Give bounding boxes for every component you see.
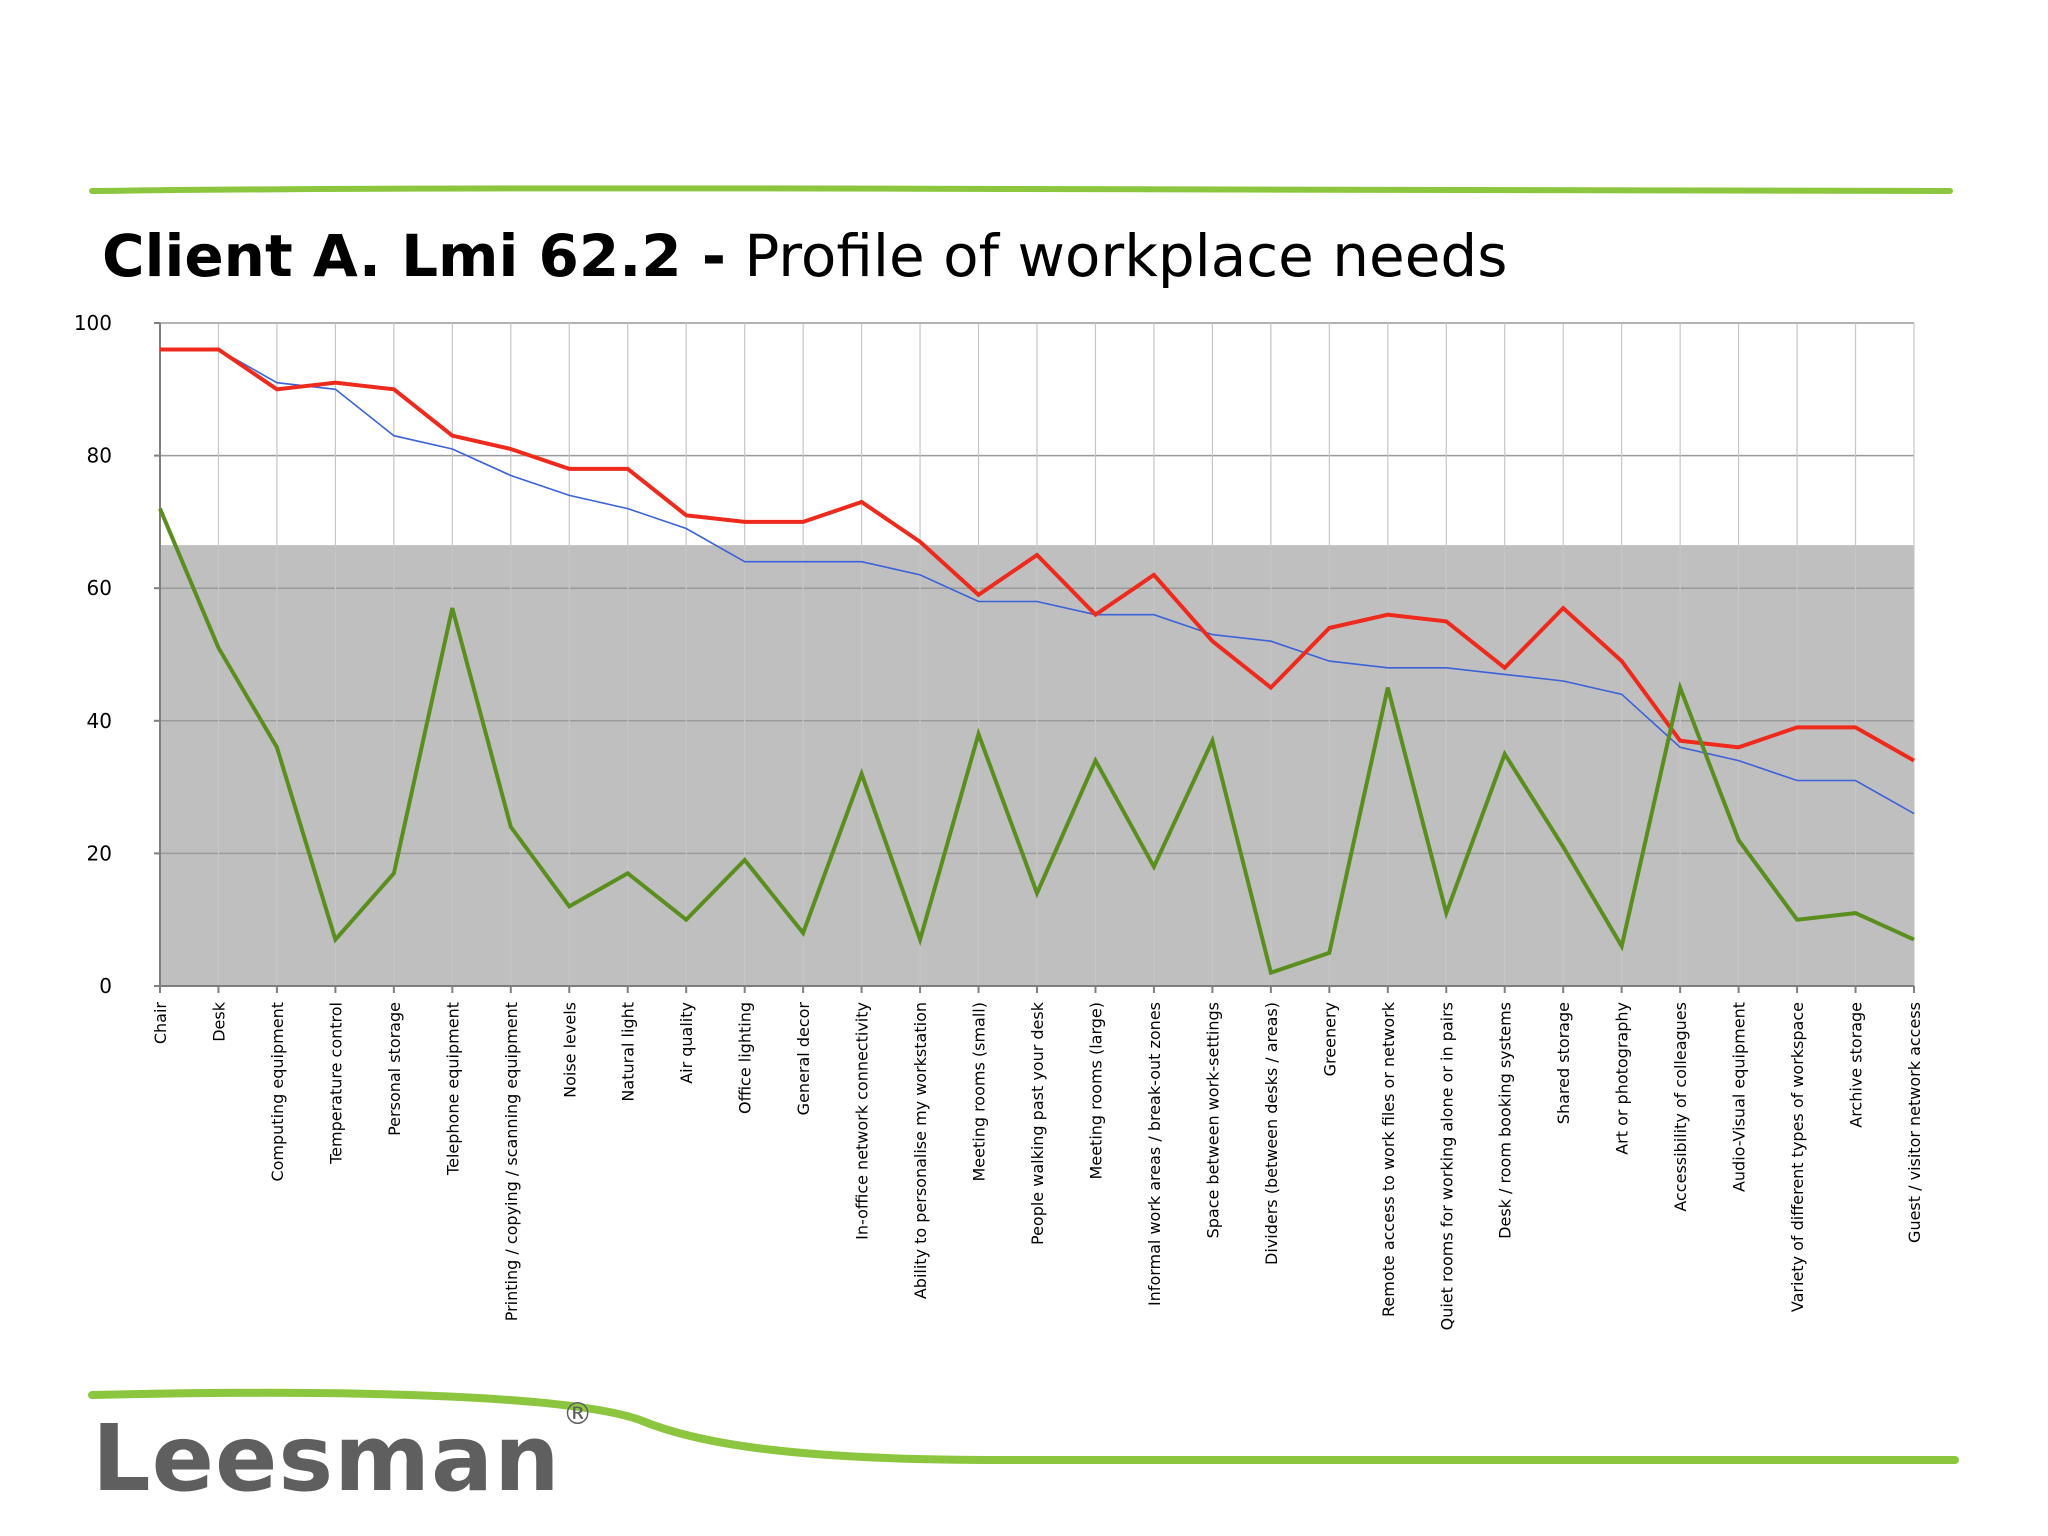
x-tick-label: Shared storage — [1554, 1002, 1573, 1124]
y-tick-label-40: 40 — [87, 709, 112, 733]
x-tick-label: Meeting rooms (large) — [1086, 1002, 1105, 1179]
vertical-gridlines — [217, 323, 1915, 986]
x-axis-ticks: Chair Desk Computing equipment Temperature … — [151, 986, 1924, 1330]
x-tick-label: General decor — [794, 1002, 813, 1116]
x-tick-label: Ability to personalise my workstation — [911, 1002, 930, 1299]
title-normal: Profile of workplace needs — [744, 222, 1508, 290]
x-tick-label: Temperature control — [326, 1002, 345, 1165]
x-tick-label: Variety of different types of workspace — [1788, 1002, 1807, 1312]
x-tick-label: Chair — [151, 1002, 170, 1045]
top-accent-swoosh — [89, 185, 1953, 194]
x-tick-label: Desk / room booking systems — [1496, 1002, 1515, 1239]
x-tick-label: Greenery — [1320, 1002, 1339, 1076]
series-lines — [158, 347, 1915, 976]
y-tick-label-20: 20 — [87, 841, 112, 865]
x-tick-label: Art or photography — [1613, 1002, 1632, 1155]
top-swoosh-stroke — [89, 185, 1953, 194]
x-tick-label: Informal work areas / break-out zones — [1145, 1002, 1164, 1306]
x-tick-label: Office lighting — [736, 1002, 755, 1114]
y-tick-label-80: 80 — [87, 444, 112, 468]
title-bold: Client A. Lmi 62.2 - — [102, 222, 726, 290]
series-line-red — [160, 347, 1915, 763]
x-tick-label: Meeting rooms (small) — [970, 1002, 989, 1182]
registered-mark: ® — [562, 1397, 594, 1433]
x-tick-label: Dividers (between desks / areas) — [1262, 1002, 1281, 1265]
x-tick-label: Personal storage — [385, 1002, 404, 1136]
y-tick-label-0: 0 — [99, 974, 112, 998]
x-tick-label: People walking past your desk — [1028, 1001, 1047, 1245]
x-tick-label: In-office network connectivity — [853, 1002, 872, 1240]
bottom-swoosh-stroke — [88, 1388, 1959, 1464]
x-tick-label: Computing equipment — [268, 1002, 287, 1182]
x-tick-label: Accessibility of colleagues — [1671, 1002, 1690, 1212]
series-line-green — [158, 507, 1915, 976]
series-line-blue — [160, 348, 1915, 815]
x-tick-label: Noise levels — [560, 1002, 579, 1098]
x-tick-label: Remote access to work files or network — [1379, 1001, 1398, 1317]
x-tick-label: Audio-Visual equipment — [1730, 1002, 1749, 1192]
x-tick-label: Quiet rooms for working alone or in pair… — [1437, 1002, 1456, 1330]
y-tick-label-100: 100 — [74, 311, 112, 335]
x-tick-label: Natural light — [619, 1002, 638, 1102]
x-tick-label: Archive storage — [1847, 1002, 1866, 1128]
x-tick-label: Air quality — [677, 1002, 696, 1084]
y-axis-ticks: 0 20 40 60 80 100 — [74, 311, 160, 998]
x-tick-label: Telephone equipment — [443, 1002, 462, 1176]
bottom-accent-swoosh — [88, 1388, 1959, 1464]
logo-text: Leesman — [92, 1405, 561, 1512]
y-tick-label-60: 60 — [87, 576, 112, 600]
x-tick-label: Printing / copying / scanning equipment — [502, 1002, 521, 1321]
page-title: Client A. Lmi 62.2 - Profile of workplac… — [102, 222, 1507, 290]
x-tick-label: Guest / visitor network access — [1905, 1002, 1924, 1243]
x-tick-label: Space between work-settings — [1203, 1002, 1222, 1238]
leesman-logo: Leesman® — [92, 1397, 593, 1512]
x-tick-label: Desk — [209, 1001, 228, 1042]
